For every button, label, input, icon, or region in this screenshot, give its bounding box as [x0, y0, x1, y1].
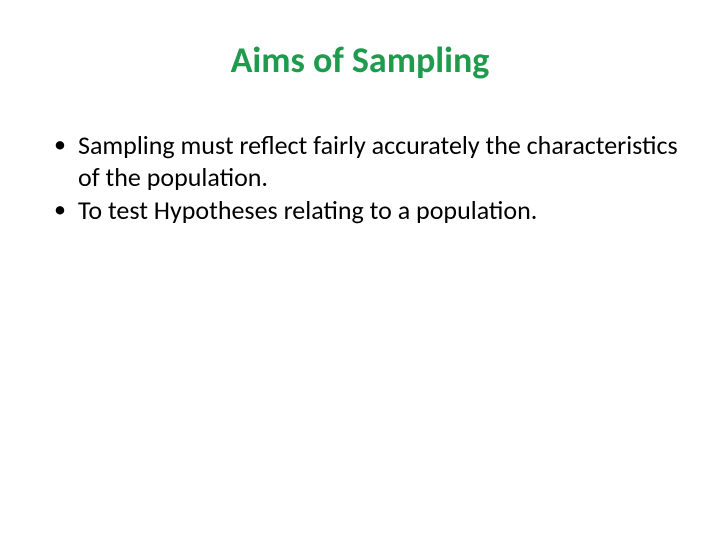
- bullet-item: Sampling must reflect fairly accurately …: [50, 130, 680, 193]
- bullet-list: Sampling must reflect fairly accurately …: [40, 130, 680, 227]
- slide-title: Aims of Sampling: [40, 38, 680, 82]
- bullet-item: To test Hypotheses relating to a populat…: [50, 195, 680, 227]
- slide-container: Aims of Sampling Sampling must reflect f…: [0, 0, 720, 540]
